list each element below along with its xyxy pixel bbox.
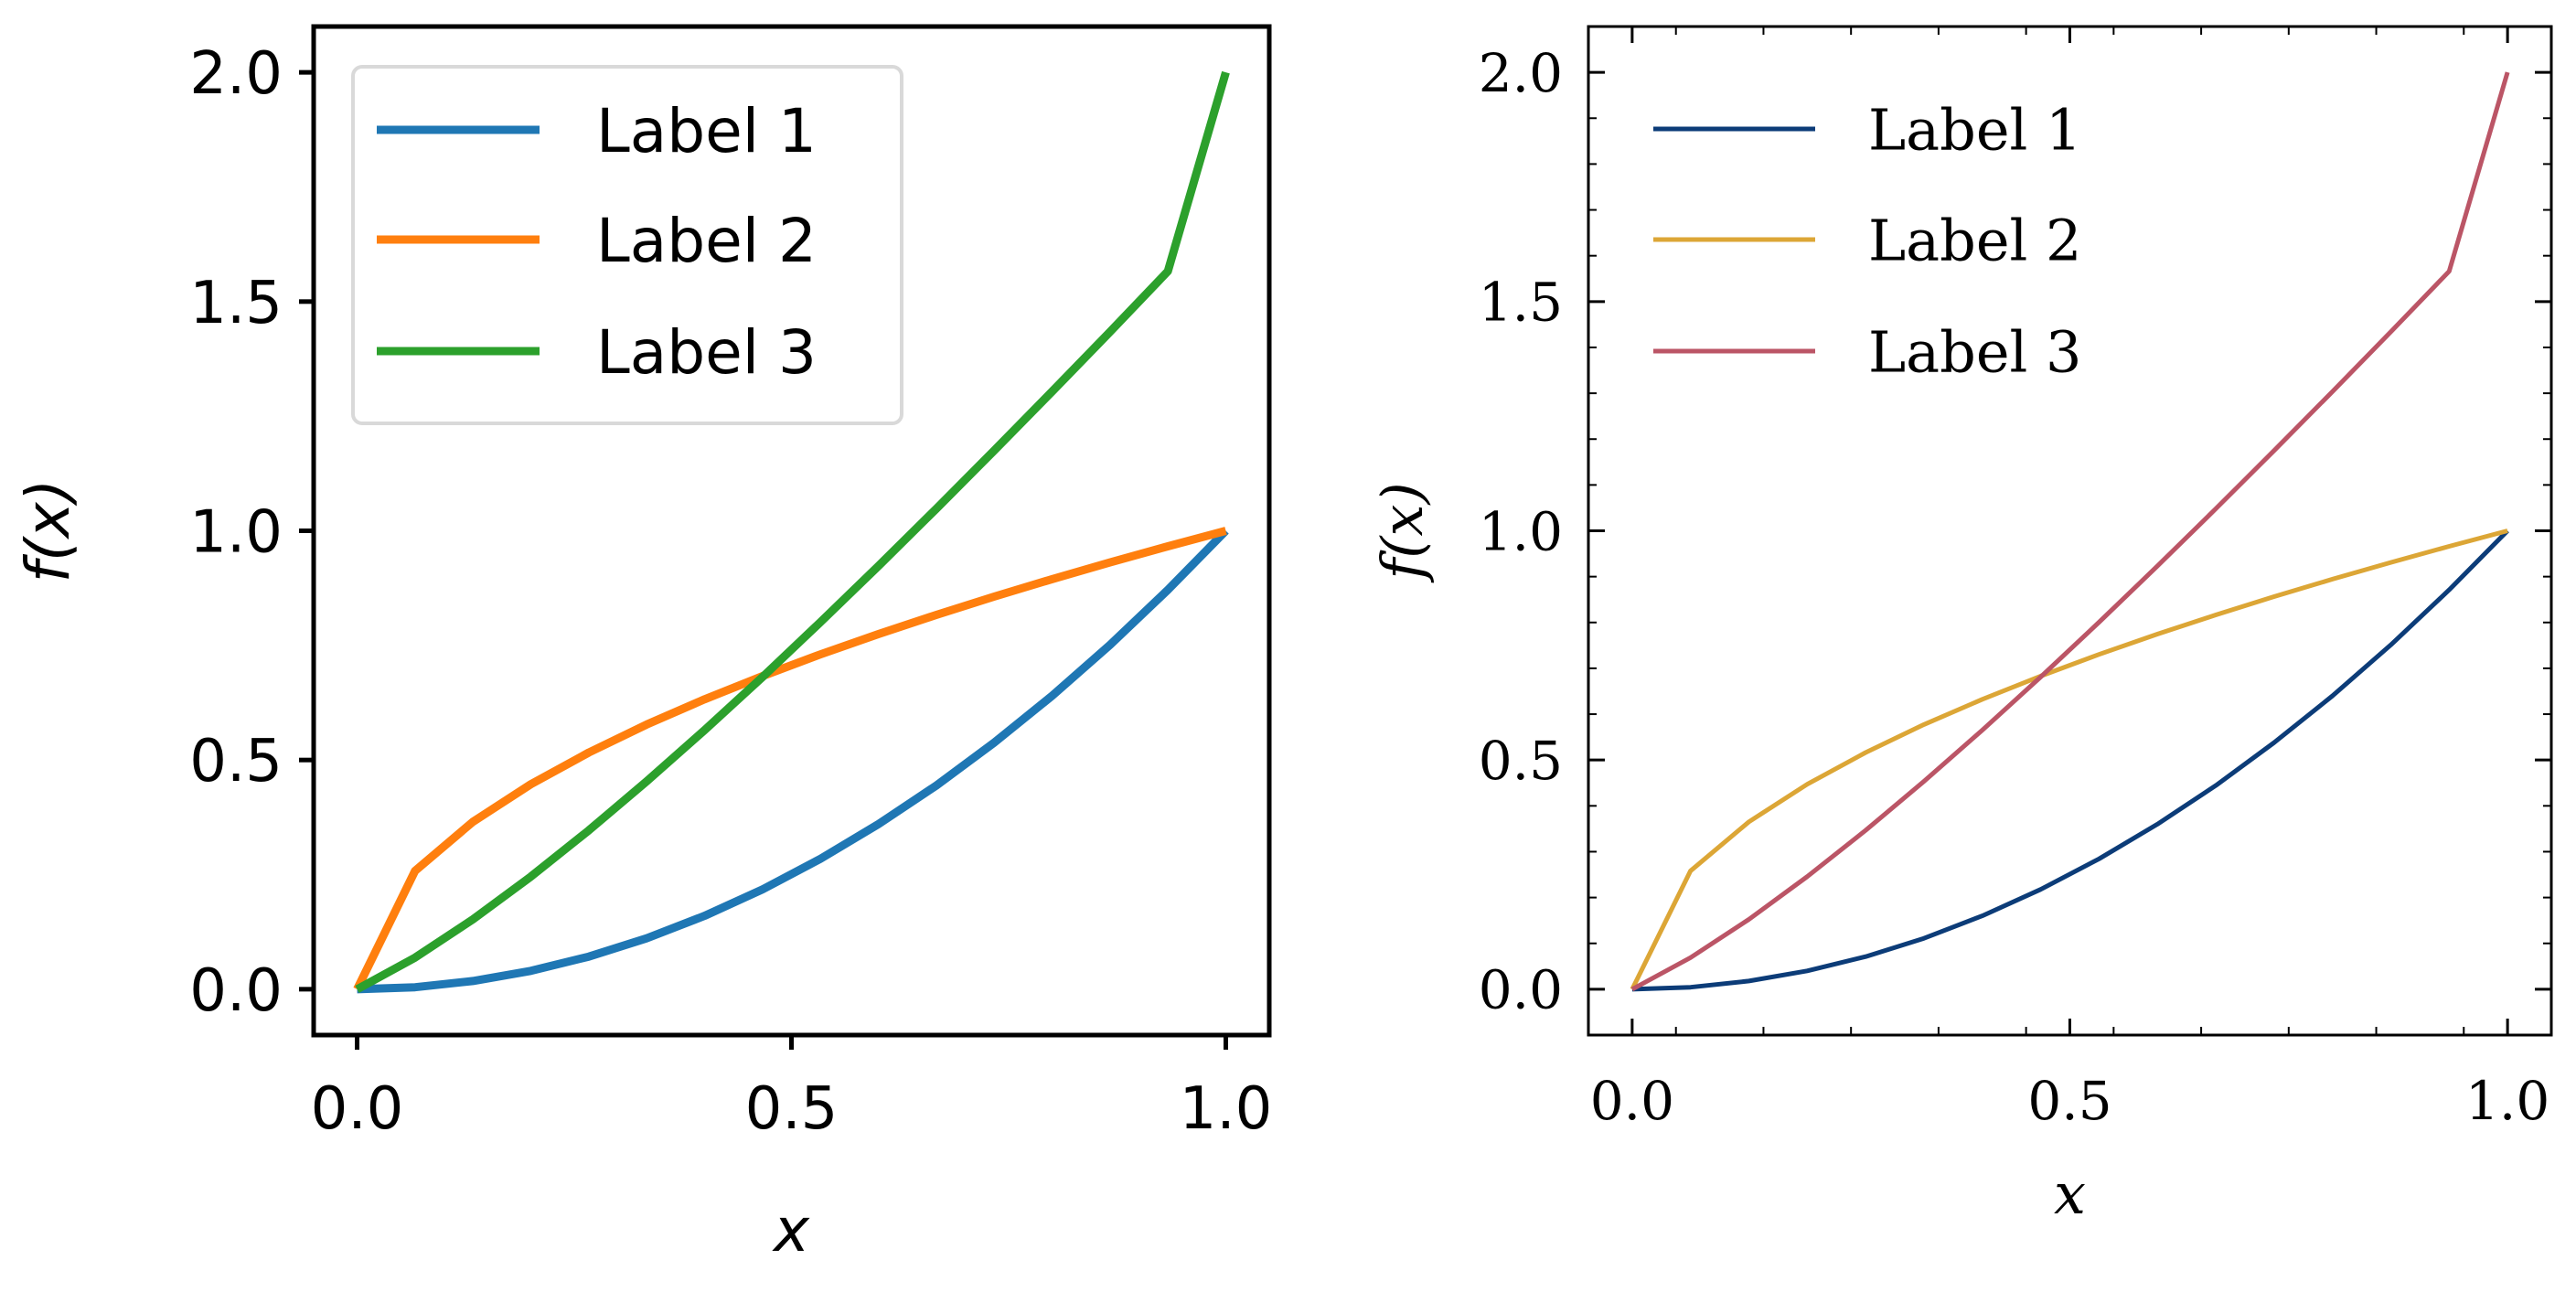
legend: Label 1 Label 2 Label 3 xyxy=(1653,96,2082,385)
x-tick-label: 0.5 xyxy=(745,1075,839,1143)
x-tick-label: 0.5 xyxy=(2027,1070,2111,1132)
legend-label-1: Label 1 xyxy=(596,96,817,166)
legend-label-3: Label 3 xyxy=(1868,318,2082,385)
x-tick-label: 1.0 xyxy=(1180,1075,1273,1143)
y-tick-label: 0.0 xyxy=(189,957,283,1025)
series-line-1 xyxy=(1631,529,2509,992)
y-tick-label: 0.0 xyxy=(1479,959,1563,1021)
series-line-3 xyxy=(1630,71,2510,992)
x-tick-label: 0.0 xyxy=(1590,1070,1674,1132)
legend-label-2: Label 2 xyxy=(1868,207,2082,273)
y-axis-label: f(x) xyxy=(1369,482,1436,582)
legend-label-2: Label 2 xyxy=(596,206,817,276)
axes-frame xyxy=(1587,25,2553,1037)
x-axis-label: x xyxy=(772,1195,810,1265)
x-axis-label: x xyxy=(2054,1160,2086,1227)
legend-label-3: Label 3 xyxy=(596,317,817,388)
y-tick-label: 0.5 xyxy=(189,728,283,795)
series-line-1 xyxy=(357,528,1229,994)
series-line-2 xyxy=(353,527,1227,991)
x-tick-label: 1.0 xyxy=(2465,1070,2549,1132)
left-panel-default-style: 0.0 0.5 1.00.00.51.01.52.0xf(x)Label 1Labe… xyxy=(13,24,1273,1265)
series-line-3 xyxy=(355,70,1230,993)
legend-label-1: Label 1 xyxy=(1868,96,2082,163)
legend-frame xyxy=(351,65,903,425)
legend: Label 1 Label 2 Label 3 xyxy=(351,65,903,425)
right-panel-science-style: 0.0 0.5 1.00.00.51.01.52.0xf(x)Label 1Labe… xyxy=(1369,25,2553,1227)
y-tick-label: 1.0 xyxy=(1479,500,1563,562)
y-tick-label: 1.0 xyxy=(189,499,283,567)
x-tick-label: 0.0 xyxy=(311,1075,404,1143)
y-tick-label: 1.5 xyxy=(189,270,283,337)
y-tick-label: 1.5 xyxy=(1479,272,1563,334)
y-tick-label: 0.5 xyxy=(1479,730,1563,792)
y-tick-label: 2.0 xyxy=(189,40,283,108)
y-axis-label: f(x) xyxy=(13,479,83,583)
y-tick-label: 2.0 xyxy=(1479,42,1563,104)
series-line-2 xyxy=(1630,529,2508,991)
